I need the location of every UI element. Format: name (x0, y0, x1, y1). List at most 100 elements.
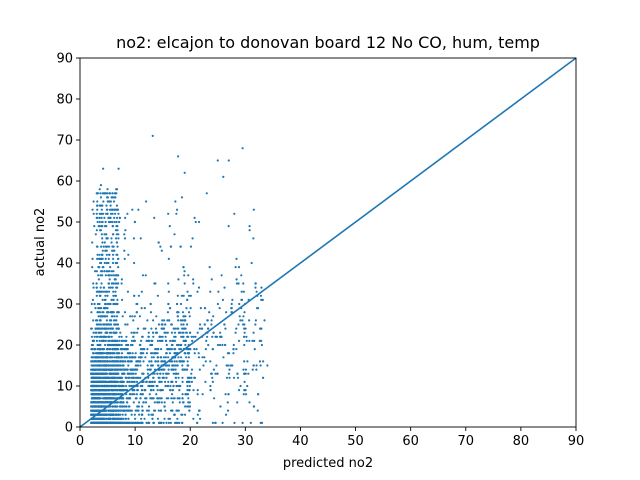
scatter-point (179, 356, 183, 359)
scatter-point (123, 233, 126, 236)
scatter-point (187, 352, 190, 355)
scatter-point (90, 364, 93, 367)
scatter-point (235, 327, 238, 330)
scatter-point (123, 249, 126, 252)
scatter-point (148, 380, 151, 383)
scatter-point (118, 405, 121, 408)
scatter-point (112, 200, 116, 203)
scatter-point (98, 413, 101, 416)
scatter-point (92, 405, 95, 408)
scatter-point (105, 376, 108, 379)
scatter-point (153, 372, 156, 375)
scatter-point (111, 421, 114, 424)
scatter-point (92, 372, 95, 375)
scatter-point (164, 384, 167, 388)
scatter-point (119, 409, 122, 412)
scatter-point (171, 389, 174, 392)
scatter-point (164, 323, 167, 326)
scatter-point (188, 389, 191, 392)
scatter-point (96, 393, 99, 396)
scatter-point (163, 368, 166, 371)
scatter-point (182, 360, 186, 363)
scatter-point (125, 389, 128, 392)
scatter-point (129, 315, 132, 318)
scatter-point (112, 384, 116, 388)
scatter-point (114, 282, 117, 285)
scatter-point (126, 380, 129, 383)
scatter-point (124, 216, 127, 219)
scatter-point (131, 372, 134, 375)
scatter-point (126, 212, 129, 215)
scatter-point (115, 192, 118, 195)
scatter-point (244, 368, 248, 371)
scatter-point (110, 335, 113, 338)
scatter-point (243, 331, 246, 334)
scatter-point (115, 261, 118, 265)
scatter-point (145, 339, 148, 342)
scatter-point (112, 348, 115, 351)
scatter-point (218, 307, 221, 310)
scatter-point (227, 225, 230, 228)
scatter-point (116, 245, 119, 248)
scatter-point (109, 266, 112, 269)
scatter-point (105, 261, 108, 265)
scatter-point (145, 421, 148, 424)
scatter-point (167, 348, 170, 351)
scatter-point (150, 356, 153, 359)
scatter-point (118, 384, 121, 388)
scatter-point (151, 417, 154, 420)
scatter-point (146, 319, 149, 322)
scatter-point (150, 413, 153, 416)
scatter-point (107, 389, 111, 392)
scatter-point (98, 352, 101, 355)
scatter-point (224, 413, 228, 416)
scatter-point (93, 393, 96, 396)
scatter-point (105, 233, 108, 236)
scatter-point (157, 241, 160, 244)
scatter-point (193, 348, 196, 351)
scatter-point (173, 413, 176, 416)
scatter-point (151, 380, 154, 383)
scatter-point (108, 413, 111, 416)
scatter-point (187, 364, 190, 367)
scatter-point (181, 380, 184, 383)
scatter-point (150, 343, 154, 347)
scatter-point (194, 335, 197, 338)
x-tick-label: 0 (76, 434, 84, 449)
scatter-point (146, 372, 150, 375)
scatter-point (181, 376, 184, 379)
scatter-point (115, 339, 119, 342)
scatter-point (230, 311, 233, 314)
scatter-point (176, 409, 179, 412)
scatter-point (101, 274, 104, 277)
scatter-point (243, 343, 246, 347)
scatter-point (99, 274, 102, 277)
scatter-point (188, 315, 191, 318)
scatter-point (243, 389, 246, 392)
scatter-point (168, 307, 172, 310)
scatter-point (103, 397, 106, 400)
scatter-point (211, 421, 214, 424)
scatter-point (203, 323, 206, 326)
scatter-point (185, 307, 188, 310)
scatter-point (107, 409, 110, 412)
scatter-point (112, 274, 115, 277)
scatter-point (189, 331, 192, 334)
scatter-point (167, 368, 170, 371)
scatter-point (120, 421, 123, 424)
scatter-point (142, 360, 145, 363)
scatter-point (104, 327, 107, 330)
scatter-point (181, 421, 184, 424)
scatter-point (120, 397, 123, 400)
scatter-point (177, 278, 180, 281)
scatter-point (132, 237, 136, 240)
scatter-point (184, 315, 187, 318)
scatter-point (178, 384, 182, 388)
scatter-point (114, 405, 117, 408)
scatter-point (116, 225, 119, 228)
scatter-point (167, 290, 170, 293)
scatter-point (262, 360, 265, 363)
scatter-point (187, 294, 191, 297)
scatter-point (106, 356, 109, 359)
scatter-point (107, 364, 110, 367)
